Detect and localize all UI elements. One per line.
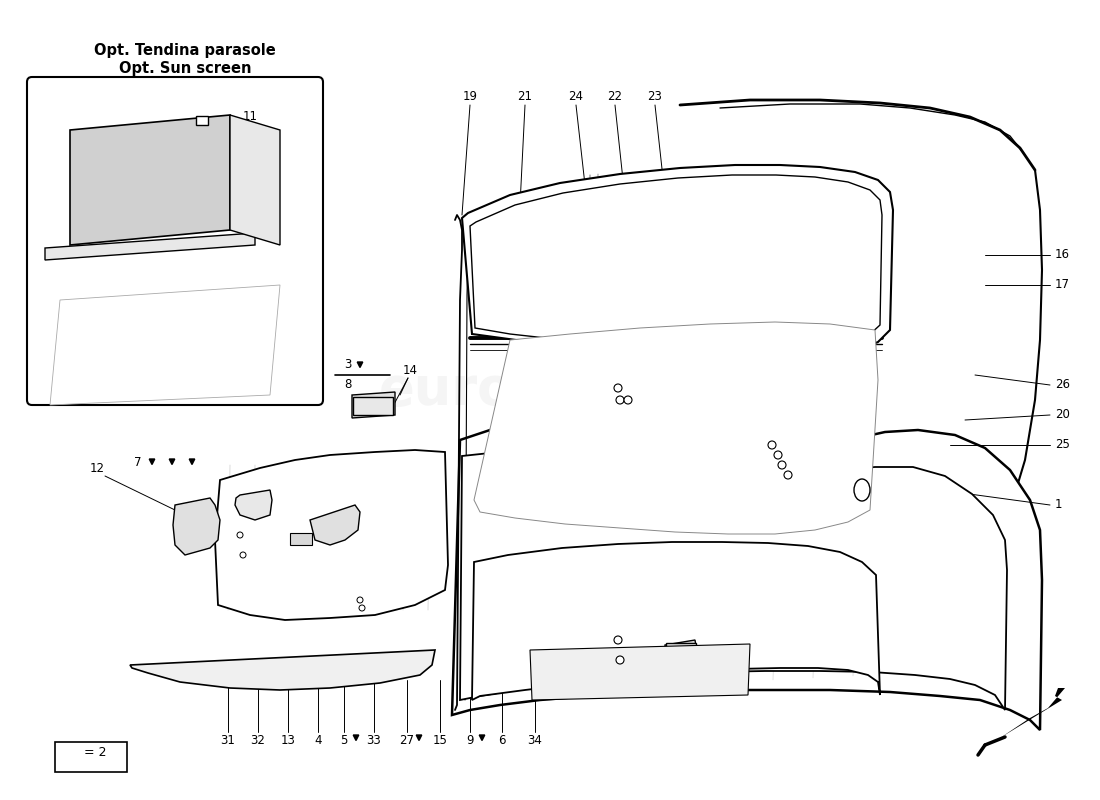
Polygon shape: [173, 498, 220, 555]
Text: 31: 31: [221, 734, 235, 746]
Circle shape: [240, 552, 246, 558]
Circle shape: [359, 605, 365, 611]
Text: 33: 33: [366, 734, 382, 746]
Text: 20: 20: [1055, 409, 1070, 422]
FancyBboxPatch shape: [28, 77, 323, 405]
Text: 34: 34: [528, 734, 542, 746]
Circle shape: [236, 532, 243, 538]
Text: 16: 16: [1055, 249, 1070, 262]
Polygon shape: [189, 459, 195, 465]
Text: 30: 30: [597, 429, 613, 442]
Circle shape: [624, 396, 632, 404]
Polygon shape: [480, 735, 485, 741]
Circle shape: [614, 636, 622, 644]
Ellipse shape: [854, 479, 870, 501]
Text: 24: 24: [569, 90, 583, 103]
Text: Opt. Tendina parasole: Opt. Tendina parasole: [95, 42, 276, 58]
Bar: [666, 643, 696, 658]
Polygon shape: [462, 165, 893, 358]
Polygon shape: [474, 322, 878, 534]
Text: 29: 29: [711, 654, 726, 666]
Text: 11: 11: [242, 110, 257, 123]
Polygon shape: [358, 362, 363, 367]
Text: Opt. Sun screen: Opt. Sun screen: [119, 61, 251, 75]
Text: 15: 15: [432, 734, 448, 746]
Polygon shape: [1000, 688, 1065, 738]
Circle shape: [614, 384, 622, 392]
Text: europares: europares: [616, 558, 824, 592]
Polygon shape: [235, 490, 272, 520]
Text: 21: 21: [517, 90, 532, 103]
Polygon shape: [130, 650, 434, 690]
Text: 19: 19: [462, 90, 477, 103]
Text: 10: 10: [243, 123, 257, 137]
Polygon shape: [470, 175, 882, 352]
Circle shape: [774, 451, 782, 459]
Bar: [196, 116, 208, 125]
Text: 23: 23: [648, 90, 662, 103]
Text: = 2: = 2: [80, 746, 107, 758]
Polygon shape: [67, 749, 73, 754]
Polygon shape: [70, 115, 230, 245]
Polygon shape: [666, 640, 698, 660]
Text: 9: 9: [466, 734, 474, 746]
Polygon shape: [45, 233, 255, 260]
Circle shape: [358, 597, 363, 603]
Text: 26: 26: [1055, 378, 1070, 391]
Bar: [290, 533, 312, 545]
Text: 28: 28: [605, 386, 619, 399]
Circle shape: [778, 461, 786, 469]
Text: 14: 14: [403, 363, 418, 377]
Bar: [353, 397, 393, 415]
Text: 5: 5: [340, 734, 348, 746]
Text: 7: 7: [134, 455, 142, 469]
Circle shape: [768, 441, 776, 449]
Text: 18: 18: [672, 654, 688, 666]
Text: 3: 3: [344, 358, 352, 371]
Text: 13: 13: [280, 734, 296, 746]
Polygon shape: [230, 115, 280, 245]
Text: 25: 25: [1055, 438, 1070, 451]
Circle shape: [616, 656, 624, 664]
Polygon shape: [452, 430, 1042, 730]
Polygon shape: [460, 453, 1006, 710]
Text: 22: 22: [607, 90, 623, 103]
Text: 4: 4: [315, 734, 321, 746]
Polygon shape: [214, 450, 448, 620]
Polygon shape: [310, 505, 360, 545]
Circle shape: [784, 471, 792, 479]
Circle shape: [616, 396, 624, 404]
Polygon shape: [169, 459, 175, 465]
Text: 8: 8: [344, 378, 352, 391]
Text: europares: europares: [379, 364, 681, 416]
Polygon shape: [472, 542, 880, 700]
Polygon shape: [352, 392, 395, 418]
FancyBboxPatch shape: [55, 742, 126, 772]
Polygon shape: [416, 735, 421, 741]
Polygon shape: [150, 459, 155, 465]
Text: 12: 12: [89, 462, 104, 474]
Text: 1: 1: [1055, 498, 1063, 511]
Polygon shape: [50, 285, 280, 405]
Text: 17: 17: [1055, 278, 1070, 291]
Polygon shape: [353, 735, 359, 741]
Text: 32: 32: [251, 734, 265, 746]
Text: 27: 27: [399, 734, 415, 746]
Polygon shape: [530, 644, 750, 700]
Text: 6: 6: [498, 734, 506, 746]
